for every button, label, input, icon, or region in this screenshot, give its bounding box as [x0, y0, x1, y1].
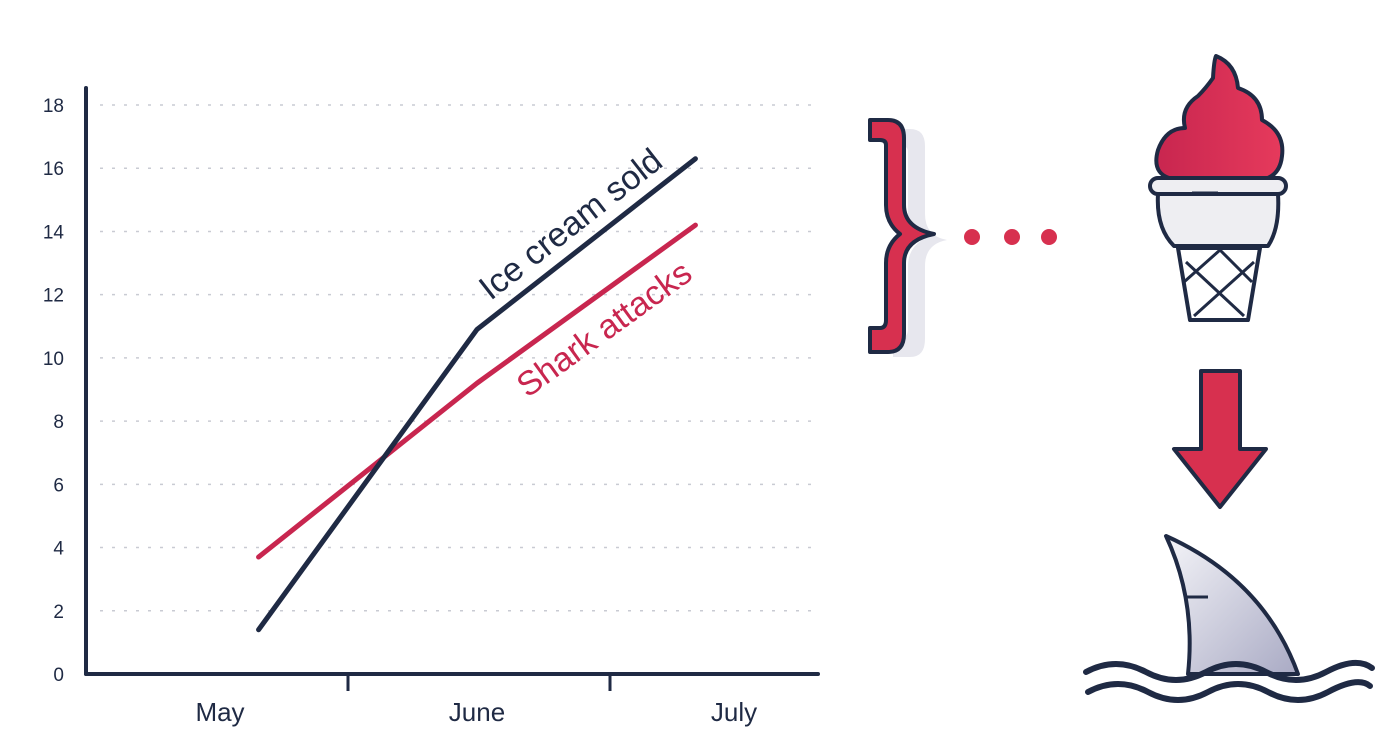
- y-tick-label: 2: [53, 602, 64, 623]
- curly-brace-icon: [868, 118, 947, 357]
- ice-cream-icon: [1148, 54, 1288, 322]
- y-tick-label: 6: [53, 475, 64, 496]
- ellipsis-icon: [964, 229, 1057, 245]
- y-tick-label: 16: [43, 159, 64, 180]
- x-axis-ticks: May June July: [195, 674, 757, 727]
- series-lines: [256, 156, 698, 633]
- series-label: Shark attacks: [510, 253, 699, 405]
- y-axis-ticks: 0 2 4 6 8 10 12 14 16 18: [43, 96, 65, 686]
- series-line: [256, 156, 698, 633]
- y-tick-label: 4: [53, 539, 64, 560]
- down-arrow-icon: [1172, 369, 1268, 509]
- y-tick-label: 0: [53, 665, 64, 686]
- x-tick-label: May: [195, 697, 244, 727]
- x-tick-label: June: [449, 697, 505, 727]
- series-line: [256, 222, 698, 560]
- x-tick-label: July: [711, 697, 757, 727]
- y-tick-label: 12: [43, 286, 64, 307]
- y-tick-label: 8: [53, 412, 64, 433]
- y-tick-label: 10: [43, 349, 64, 370]
- y-tick-label: 14: [43, 222, 65, 243]
- shark-fin-icon: [1083, 534, 1375, 703]
- y-tick-label: 18: [43, 96, 64, 117]
